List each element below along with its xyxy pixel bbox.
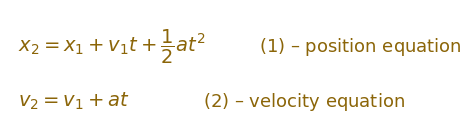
Text: $x_2 = x_1 + v_1t + \dfrac{1}{2}at^2$: $x_2 = x_1 + v_1t + \dfrac{1}{2}at^2$: [18, 28, 206, 66]
Text: $(2)$ – velocity equation: $(2)$ – velocity equation: [203, 91, 405, 113]
Text: $v_2 = v_1 + at$: $v_2 = v_1 + at$: [18, 91, 130, 112]
Text: $(1)$ – position equation: $(1)$ – position equation: [259, 36, 462, 58]
